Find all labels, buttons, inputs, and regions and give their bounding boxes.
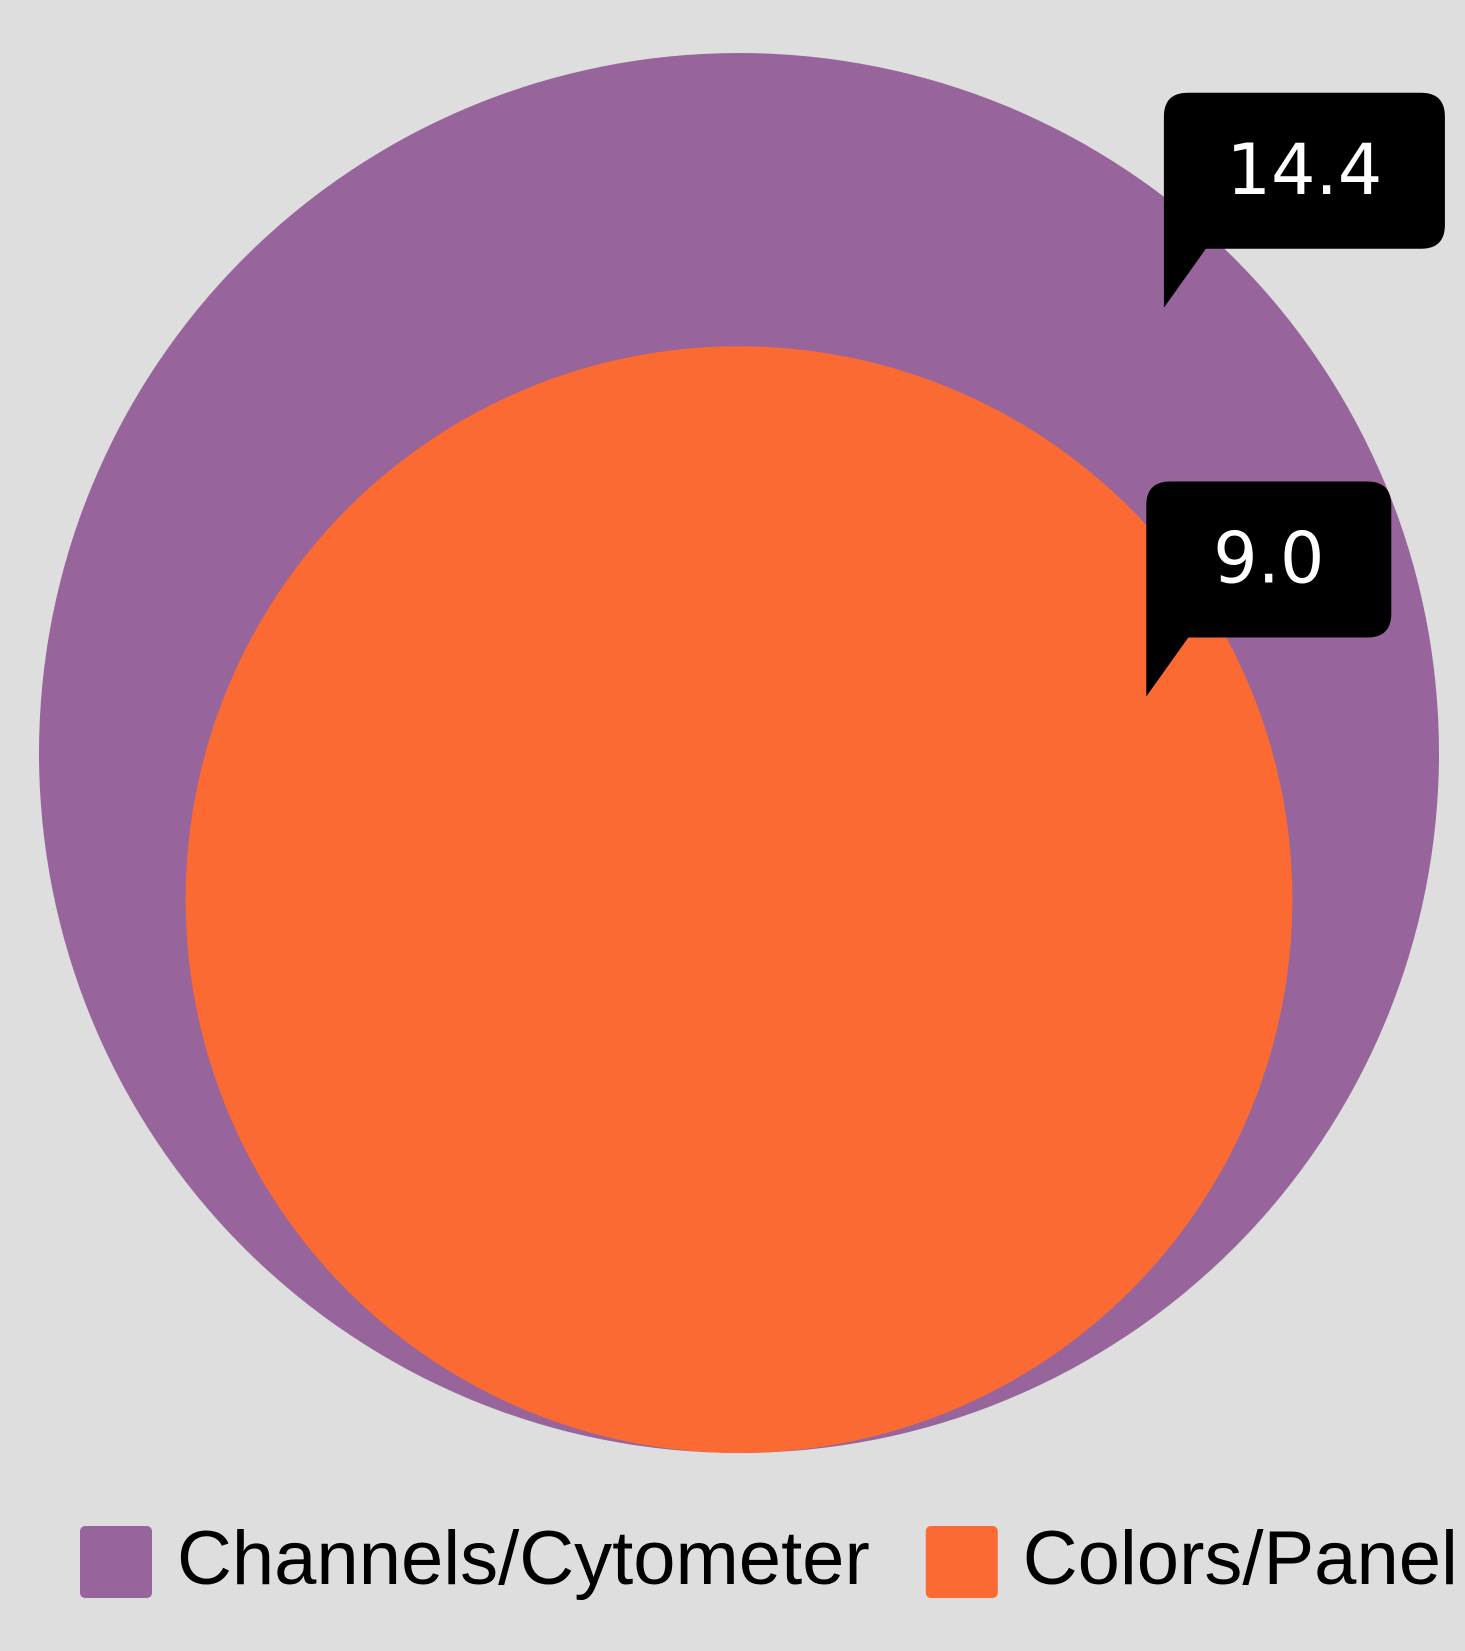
circle	[185, 346, 1293, 1453]
value-label: 14.4	[1226, 129, 1382, 211]
callout-box	[1146, 481, 1392, 697]
value-callout: 14.4	[1163, 92, 1445, 308]
legend-label: Channels/Cytometer	[177, 1516, 870, 1601]
legend-swatch	[925, 1526, 998, 1598]
callout-box	[1163, 92, 1445, 308]
legend-label: Colors/Panel	[1023, 1516, 1458, 1601]
value-callout: 9.0	[1146, 481, 1392, 697]
legend-swatch	[80, 1526, 152, 1598]
value-label: 9.0	[1213, 518, 1324, 600]
